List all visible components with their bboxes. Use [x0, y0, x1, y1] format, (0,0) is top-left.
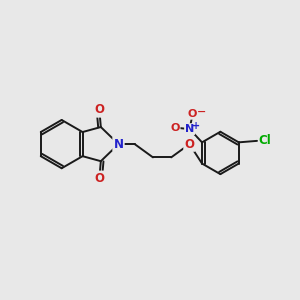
- Text: N: N: [185, 124, 194, 134]
- Text: Cl: Cl: [259, 134, 271, 147]
- Text: O: O: [94, 172, 104, 185]
- Text: N: N: [113, 138, 124, 151]
- Text: +: +: [192, 121, 200, 131]
- Text: −: −: [197, 107, 207, 117]
- Text: O: O: [188, 109, 197, 119]
- Text: O: O: [94, 103, 104, 116]
- Text: O: O: [184, 138, 194, 151]
- Text: O: O: [170, 123, 180, 133]
